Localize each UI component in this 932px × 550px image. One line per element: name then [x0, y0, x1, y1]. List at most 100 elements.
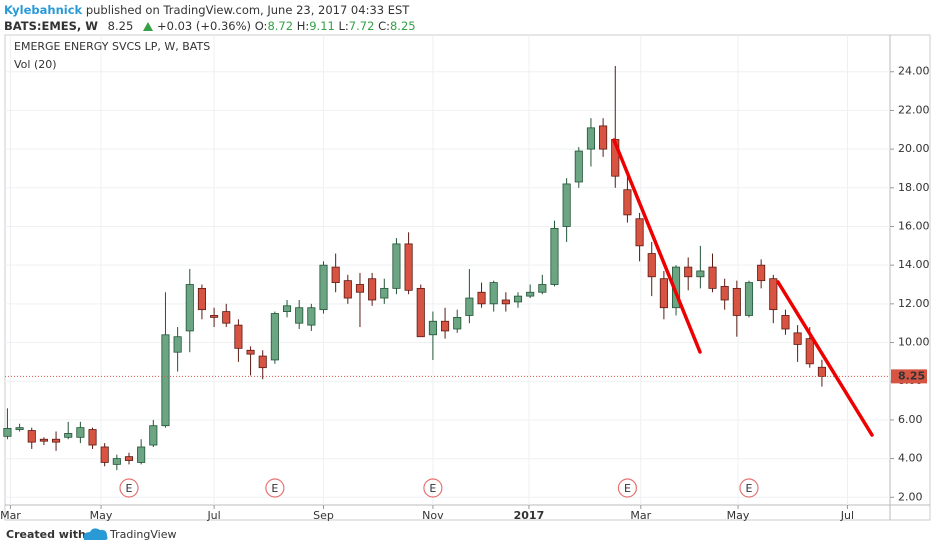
candle-body: [112, 458, 121, 465]
quote-line: +0.03 (+0.36%) O:8.72 H:9.11 L:7.72 C:8.…: [157, 19, 416, 33]
price: 8.25: [108, 19, 134, 33]
candle-body: [404, 243, 413, 291]
candle-body: [744, 282, 754, 316]
y-tick-label: 2.00: [898, 490, 923, 503]
candle-body: [428, 320, 437, 336]
y-tick-label: 24.00: [898, 65, 930, 78]
candle-body: [258, 355, 267, 369]
candle-body: [477, 291, 486, 305]
symbol-line: BATS:EMES, W 8.25: [4, 19, 133, 33]
earnings-label: E: [624, 482, 631, 495]
change: +0.03 (+0.36%): [157, 19, 251, 33]
up-arrow: [143, 22, 153, 31]
candle-body: [64, 433, 73, 438]
candle-body: [270, 313, 279, 361]
header-line: Kylebahnick published on TradingView.com…: [4, 3, 410, 17]
earnings-marker: [739, 478, 759, 498]
last-price-label: 8.25: [898, 369, 925, 382]
candle-body: [623, 189, 632, 216]
candle-body: [817, 366, 826, 377]
candle-body: [210, 315, 219, 318]
candle-body: [562, 183, 571, 227]
earnings-label: E: [429, 482, 436, 495]
candle-body: [453, 316, 462, 330]
candle-body: [3, 428, 12, 437]
candle-body: [684, 266, 693, 278]
candle-body: [732, 287, 741, 316]
y-tick-label: 18.00: [898, 181, 930, 194]
candle-body: [380, 287, 389, 299]
c-value: 8.25: [390, 19, 416, 33]
candle-body: [246, 349, 255, 355]
chart-title: EMERGE ENERGY SVCS LP, W, BATS: [14, 40, 210, 53]
l-label: L:: [339, 19, 349, 33]
earnings-label: E: [271, 482, 278, 495]
candle-body: [696, 270, 705, 278]
y-tick-label: 4.00: [898, 452, 923, 465]
earnings-marker: [119, 478, 139, 498]
candle-body: [392, 243, 401, 289]
candle-body: [586, 127, 595, 150]
candle-body: [307, 307, 316, 326]
candle-body: [489, 282, 498, 305]
y-tick-label: 12.00: [898, 297, 930, 310]
candle-body: [441, 320, 450, 332]
last-price-box: [891, 369, 927, 384]
y-tick-label: 6.00: [898, 413, 923, 426]
candle-body: [331, 266, 340, 283]
candle-body: [805, 338, 814, 365]
candle-body: [234, 324, 243, 349]
y-tick-label: 16.00: [898, 219, 930, 232]
candle-body: [757, 264, 766, 282]
earnings-marker: [617, 478, 638, 498]
x-tick-label: Nov: [422, 509, 444, 522]
candle-body: [173, 336, 182, 353]
brand-name[interactable]: TradingView: [109, 528, 176, 541]
candle-body: [76, 427, 85, 438]
candle-body: [416, 287, 425, 338]
candle-body: [295, 307, 304, 324]
author[interactable]: Kylebahnick: [4, 3, 83, 17]
candle-body: [550, 228, 559, 285]
x-tick-label: Sep: [313, 509, 334, 522]
h-value: 9.11: [309, 19, 335, 33]
candle-body: [100, 446, 109, 463]
earnings-label: E: [126, 482, 133, 495]
candle-body: [635, 218, 644, 247]
c-label: C:: [378, 19, 390, 33]
candle-body: [793, 332, 802, 345]
candle-body: [39, 438, 48, 442]
candle-body: [161, 334, 170, 427]
candle-body: [781, 315, 790, 330]
y-tick-label: 10.00: [898, 336, 930, 349]
indicator-label: Vol (20): [14, 58, 57, 71]
candle-body: [319, 264, 328, 311]
candle-body: [647, 253, 656, 278]
trend-line: [612, 138, 702, 354]
earnings-marker: [423, 478, 443, 498]
candle-body: [708, 266, 717, 289]
candle-body: [513, 295, 523, 303]
candle-body: [659, 278, 668, 309]
earnings-marker: [265, 478, 285, 498]
candle-body: [52, 438, 61, 443]
candle-body: [197, 287, 206, 311]
candle-body: [720, 286, 729, 301]
x-tick-label: May: [90, 509, 113, 522]
candle-body: [355, 284, 365, 293]
footer-text: Created with: [6, 528, 86, 541]
candle-body: [27, 430, 36, 443]
candle-body: [88, 429, 97, 446]
published: published on TradingView.com, June 23, 2…: [86, 3, 410, 17]
candle-body: [501, 299, 510, 305]
candle-body: [185, 284, 194, 332]
candle-body: [343, 280, 352, 299]
candle-body: [222, 311, 231, 324]
candle-body: [769, 278, 778, 311]
trend-line: [776, 280, 874, 437]
candle-body: [137, 446, 146, 463]
x-tick-label: Mar: [630, 509, 651, 522]
x-tick-label: Mar: [0, 509, 21, 522]
candle-body: [282, 305, 292, 312]
candle-body: [15, 427, 24, 430]
